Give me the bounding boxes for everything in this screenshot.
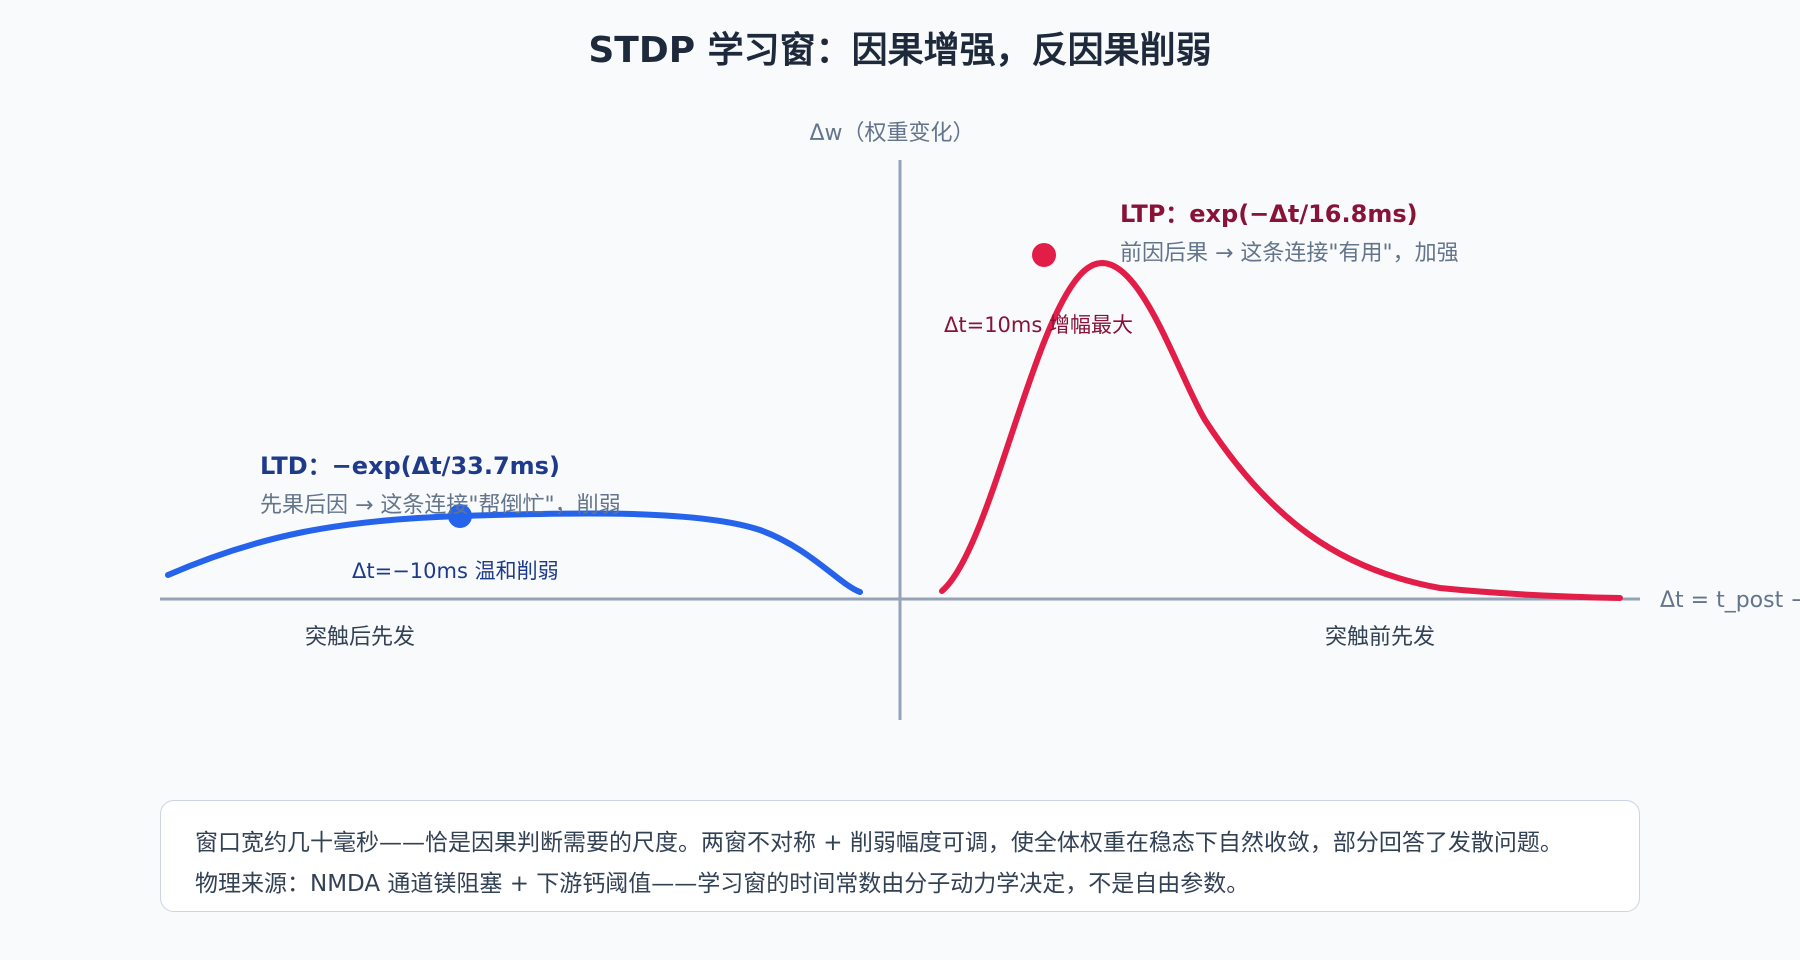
ltp-point-label: Δt=10ms 增幅最大 bbox=[944, 313, 1133, 337]
ltp-curve bbox=[939, 260, 1623, 601]
ltp-description: 前因后果 → 这条连接"有用"，加强 bbox=[1120, 241, 1459, 266]
y-axis-label: Δw（权重变化） bbox=[809, 121, 974, 146]
figure-title: STDP 学习窗：因果增强，反因果削弱 bbox=[588, 29, 1211, 71]
ltp-point-marker bbox=[1032, 243, 1056, 267]
ltd-title: LTD：−exp(Δt/33.7ms) bbox=[260, 452, 560, 480]
ltd-point-label: Δt=−10ms 温和削弱 bbox=[352, 559, 559, 583]
x-axis-label: Δt = t_post − t_pre bbox=[1660, 588, 1800, 613]
ltp-title: LTP：exp(−Δt/16.8ms) bbox=[1120, 200, 1418, 228]
right-region-label: 突触前先发 bbox=[1325, 625, 1435, 650]
explanation-note: 窗口宽约几十毫秒——恰是因果判断需要的尺度。两窗不对称 + 削弱幅度可调，使全体… bbox=[160, 800, 1640, 912]
ltd-point-marker bbox=[448, 504, 472, 528]
left-region-label: 突触后先发 bbox=[305, 625, 415, 650]
ltd-description: 先果后因 → 这条连接"帮倒忙"，削弱 bbox=[260, 493, 621, 518]
note-line-1: 窗口宽约几十毫秒——恰是因果判断需要的尺度。两窗不对称 + 削弱幅度可调，使全体… bbox=[195, 830, 1563, 856]
ltd-curve bbox=[165, 510, 863, 595]
note-line-2: 物理来源：NMDA 通道镁阻塞 + 下游钙阈值——学习窗的时间常数由分子动力学决… bbox=[195, 871, 1250, 897]
